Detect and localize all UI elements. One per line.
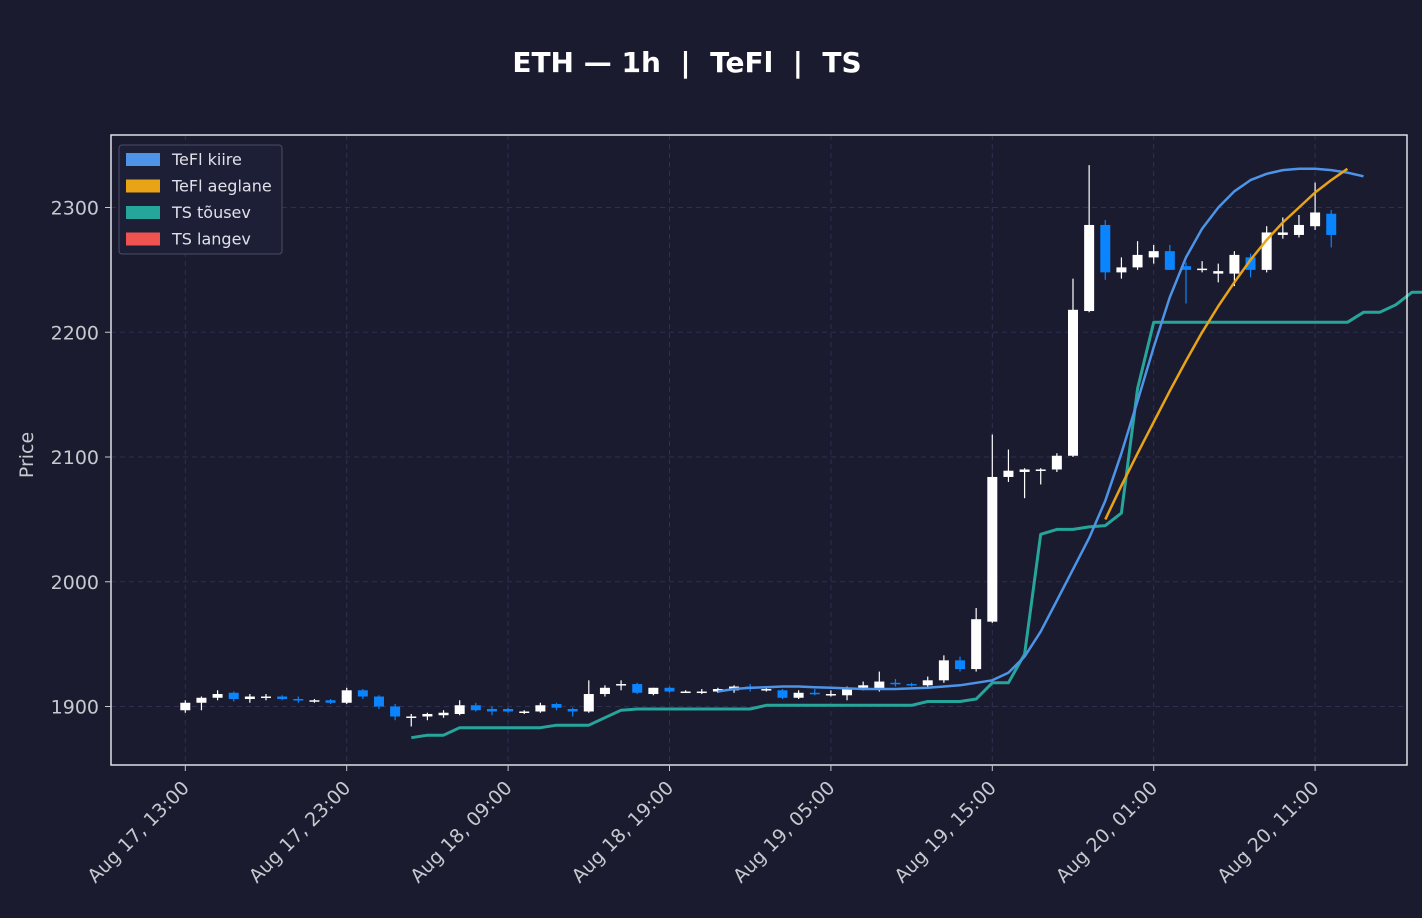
candle-body (971, 619, 982, 670)
candle-body (1019, 469, 1030, 472)
candle-body (1084, 224, 1095, 312)
candle-body (1197, 268, 1208, 271)
candle-body (325, 700, 336, 703)
y-axis-label: Price (16, 432, 38, 478)
candle-body (438, 712, 449, 716)
legend-label: TeFl kiire (171, 150, 242, 169)
candle-body (180, 702, 191, 711)
candle-body (777, 690, 788, 698)
candle-body (809, 692, 820, 695)
legend-swatch (126, 179, 160, 193)
candle-body (454, 705, 465, 714)
y-tick-label: 2300 (51, 198, 99, 220)
legend-label: TeFl aeglane (171, 177, 272, 196)
candle-body (244, 696, 255, 700)
legend-swatch (126, 232, 160, 246)
legend-swatch (126, 206, 160, 219)
chart-title: ETH — 1h | TeFl | TS (512, 46, 861, 79)
candle-body (228, 692, 239, 700)
candle-body (535, 705, 546, 712)
candle-body (390, 706, 401, 717)
candle-body (632, 684, 643, 693)
candle-body (616, 684, 627, 686)
candle-body (1051, 455, 1062, 470)
legend: TeFl kiire TeFl aeglane TS tõusev TS langev (118, 144, 283, 255)
candle-body (341, 690, 352, 703)
legend-label: TS tõusev (171, 203, 251, 222)
y-tick-label: 2200 (51, 322, 99, 344)
candle-body (955, 660, 966, 670)
candle-body (842, 689, 853, 696)
candle-body (422, 713, 433, 717)
candle-body (1293, 224, 1304, 235)
candle-body (357, 690, 368, 697)
candle-body (1164, 251, 1175, 270)
candle-body (696, 691, 707, 694)
candle-body (261, 696, 271, 699)
candle-body (664, 687, 675, 692)
candle-body (212, 694, 223, 698)
candle-body (1132, 254, 1143, 268)
candle-body (906, 684, 917, 686)
plot-frame (110, 134, 1408, 766)
candle-body (1148, 251, 1159, 258)
candle-body (1245, 257, 1256, 270)
indicator-lines (411, 167, 1422, 740)
candle-body (486, 708, 497, 712)
candle-body (373, 696, 384, 707)
candle-body (1261, 232, 1272, 270)
legend-swatch (126, 153, 160, 166)
legend-label: TS langev (171, 230, 251, 249)
candle-body (196, 697, 207, 703)
candle-body (599, 687, 610, 695)
candle-body (1213, 271, 1224, 274)
candle-body (793, 692, 804, 698)
y-tick-label: 2000 (51, 572, 99, 594)
candle-body (1003, 470, 1014, 477)
candle-body (503, 708, 514, 712)
candle-body (1116, 267, 1127, 273)
candle-body (1229, 254, 1240, 274)
y-tick-label: 1900 (51, 697, 99, 719)
candle-body (1035, 469, 1046, 471)
candle-body (406, 716, 417, 718)
candle-body (551, 704, 562, 708)
candle-body (277, 696, 288, 700)
candle-body (761, 689, 772, 691)
candle-body (987, 476, 998, 622)
candle-body (1068, 309, 1078, 456)
candle-body (648, 687, 659, 695)
candle-body (1326, 213, 1337, 235)
candle-body (890, 682, 901, 685)
candle-body (874, 681, 885, 690)
grid (111, 135, 1407, 765)
tefl-slow-line (1104, 167, 1349, 520)
candle-body (309, 700, 320, 702)
ts-up-line (411, 290, 1422, 740)
candles (180, 165, 1337, 727)
legend-box (118, 144, 283, 255)
candle-body (519, 711, 530, 713)
candle-body (1310, 212, 1321, 227)
candle-body (922, 680, 933, 686)
candle-body (583, 694, 594, 712)
tefl-fast-line (717, 167, 1364, 693)
candle-body (470, 705, 481, 711)
candle-body (825, 694, 836, 696)
candle-body (1180, 266, 1191, 270)
candle-body (567, 708, 578, 712)
candle-body (858, 685, 869, 688)
candle-body (293, 699, 304, 701)
candle-body (1100, 224, 1111, 273)
candle-body (938, 660, 949, 681)
candle-body (680, 691, 691, 694)
candle-body (1277, 232, 1288, 235)
y-tick-label: 2100 (51, 447, 99, 469)
